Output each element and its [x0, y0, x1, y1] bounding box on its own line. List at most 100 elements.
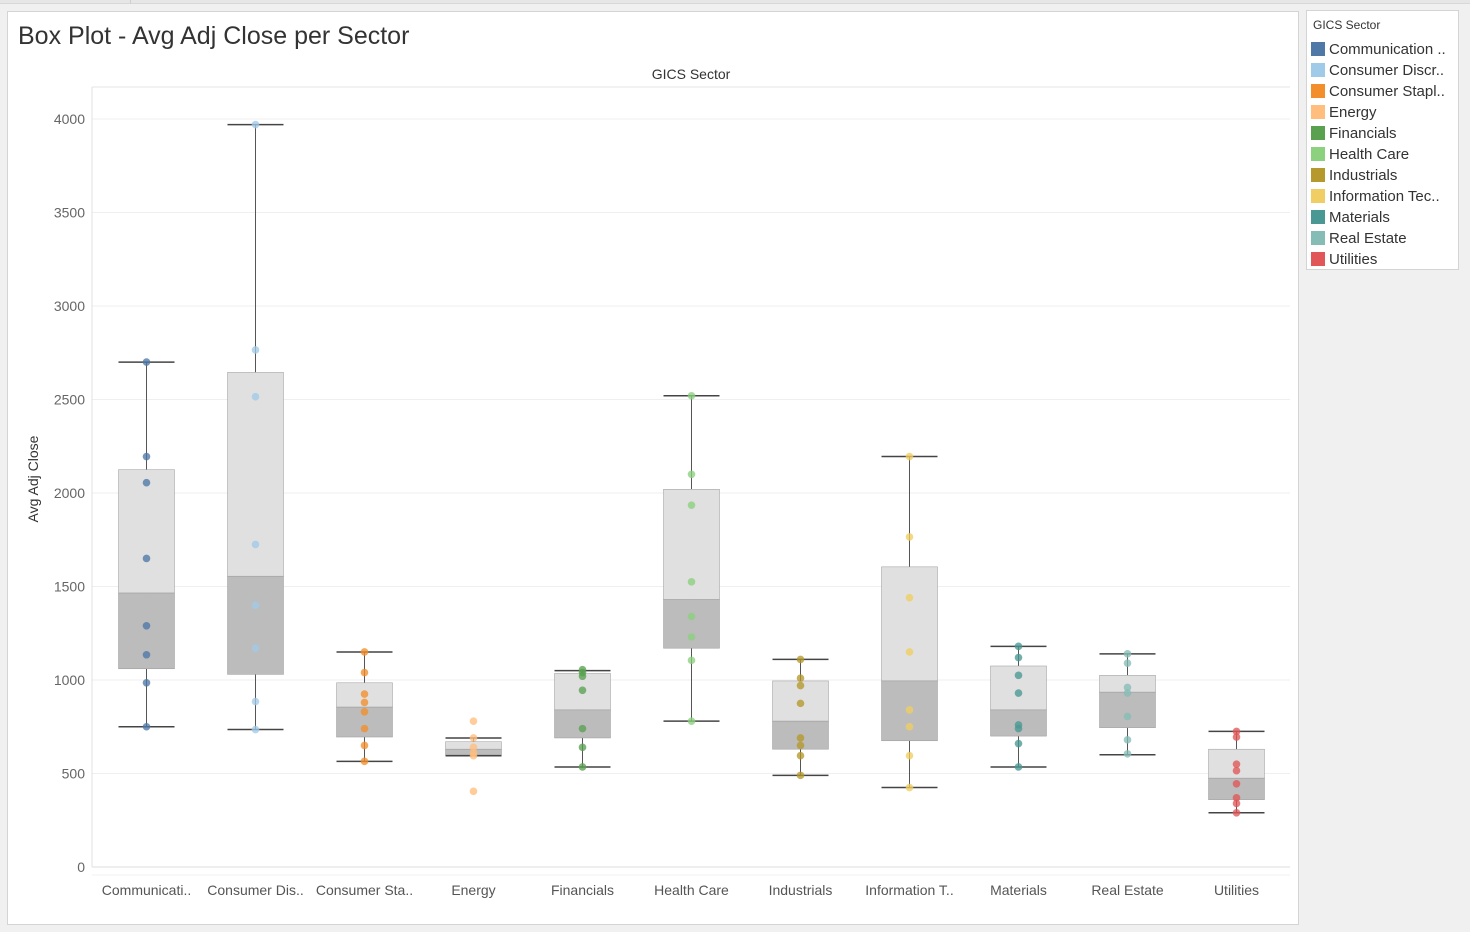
data-point[interactable] [796, 734, 805, 742]
data-point[interactable] [905, 593, 914, 602]
data-point[interactable] [1123, 712, 1132, 721]
data-point[interactable] [1123, 683, 1132, 692]
data-point[interactable] [687, 656, 696, 665]
data-point[interactable] [1014, 689, 1023, 697]
data-point[interactable] [1232, 808, 1241, 817]
box-lower[interactable] [1099, 691, 1156, 728]
data-point[interactable] [1123, 750, 1132, 758]
legend-item[interactable]: Communication .. [1310, 40, 1458, 61]
data-point[interactable] [469, 717, 478, 725]
data-point[interactable] [251, 540, 260, 549]
data-point[interactable] [142, 722, 151, 731]
color-legend[interactable]: GICS Sector Communication .. Consumer Dis… [1306, 10, 1459, 270]
data-point[interactable] [1232, 733, 1241, 741]
data-point[interactable] [578, 724, 587, 733]
data-point[interactable] [905, 706, 914, 714]
data-point[interactable] [142, 452, 151, 461]
box-lower[interactable] [227, 575, 284, 675]
y-tick-label: 500 [62, 766, 86, 782]
data-point[interactable] [578, 743, 587, 752]
data-point[interactable] [905, 722, 914, 731]
legend-item[interactable]: Health Care [1310, 145, 1458, 166]
data-point[interactable] [142, 621, 151, 630]
data-point[interactable] [360, 741, 369, 750]
data-point[interactable] [469, 743, 478, 752]
data-point[interactable] [687, 470, 696, 479]
data-point[interactable] [1123, 689, 1132, 697]
data-point[interactable] [796, 681, 805, 690]
data-point[interactable] [1232, 727, 1241, 736]
data-point[interactable] [1014, 724, 1023, 733]
legend-item[interactable]: Financials [1310, 124, 1458, 145]
data-point[interactable] [1232, 779, 1241, 788]
data-point[interactable] [578, 763, 587, 771]
data-point[interactable] [360, 757, 369, 766]
data-point[interactable] [687, 717, 696, 725]
data-point[interactable] [796, 674, 805, 682]
data-point[interactable] [1014, 671, 1023, 680]
legend-item[interactable]: Information Tec.. [1310, 187, 1458, 208]
data-point[interactable] [251, 601, 260, 609]
data-point[interactable] [796, 699, 805, 708]
data-point[interactable] [142, 478, 151, 487]
box-lower[interactable] [663, 599, 720, 649]
data-point[interactable] [1014, 739, 1023, 748]
box-lower[interactable] [554, 709, 611, 739]
data-point[interactable] [905, 648, 914, 656]
legend-item[interactable]: Real Estate [1310, 229, 1458, 250]
data-point[interactable] [687, 578, 696, 586]
data-point[interactable] [796, 771, 805, 780]
data-point[interactable] [1123, 736, 1132, 744]
data-point[interactable] [1014, 653, 1023, 662]
data-point[interactable] [469, 734, 478, 742]
data-point[interactable] [360, 668, 369, 677]
data-point[interactable] [1123, 659, 1132, 667]
box-upper[interactable] [118, 469, 175, 594]
legend-item[interactable]: Industrials [1310, 166, 1458, 187]
data-point[interactable] [1232, 799, 1241, 808]
data-point[interactable] [578, 672, 587, 681]
data-point[interactable] [1123, 650, 1132, 658]
data-point[interactable] [905, 533, 914, 541]
data-point[interactable] [251, 392, 260, 401]
data-point[interactable] [1232, 794, 1241, 802]
data-point[interactable] [360, 707, 369, 716]
data-point[interactable] [687, 633, 696, 641]
data-point[interactable] [360, 724, 369, 733]
data-point[interactable] [687, 612, 696, 621]
data-point[interactable] [578, 686, 587, 695]
data-point[interactable] [142, 358, 151, 366]
legend-item[interactable]: Materials [1310, 208, 1458, 229]
data-point[interactable] [469, 751, 478, 760]
legend-item[interactable]: Utilities [1310, 250, 1458, 271]
data-point[interactable] [251, 725, 260, 734]
x-category-label: Financials [551, 882, 614, 898]
data-point[interactable] [360, 648, 369, 656]
box-upper[interactable] [881, 566, 938, 682]
data-point[interactable] [142, 650, 151, 659]
legend-item[interactable]: Consumer Discr.. [1310, 61, 1458, 82]
data-point[interactable] [1014, 763, 1023, 771]
data-point[interactable] [905, 751, 914, 760]
data-point[interactable] [360, 698, 369, 707]
data-point[interactable] [905, 783, 914, 792]
data-point[interactable] [251, 697, 260, 706]
data-point[interactable] [905, 452, 914, 461]
data-point[interactable] [469, 787, 478, 796]
data-point[interactable] [1232, 760, 1241, 768]
data-point[interactable] [796, 655, 805, 664]
data-point[interactable] [1014, 642, 1023, 651]
data-point[interactable] [142, 679, 151, 687]
data-point[interactable] [142, 554, 151, 563]
data-point[interactable] [251, 120, 260, 129]
data-point[interactable] [796, 741, 805, 750]
data-point[interactable] [687, 501, 696, 509]
legend-item[interactable]: Consumer Stapl.. [1310, 82, 1458, 103]
data-point[interactable] [360, 690, 369, 698]
data-point[interactable] [796, 751, 805, 760]
data-point[interactable] [1232, 766, 1241, 775]
data-point[interactable] [687, 391, 696, 400]
data-point[interactable] [251, 346, 260, 354]
data-point[interactable] [251, 644, 260, 653]
legend-item[interactable]: Energy [1310, 103, 1458, 124]
